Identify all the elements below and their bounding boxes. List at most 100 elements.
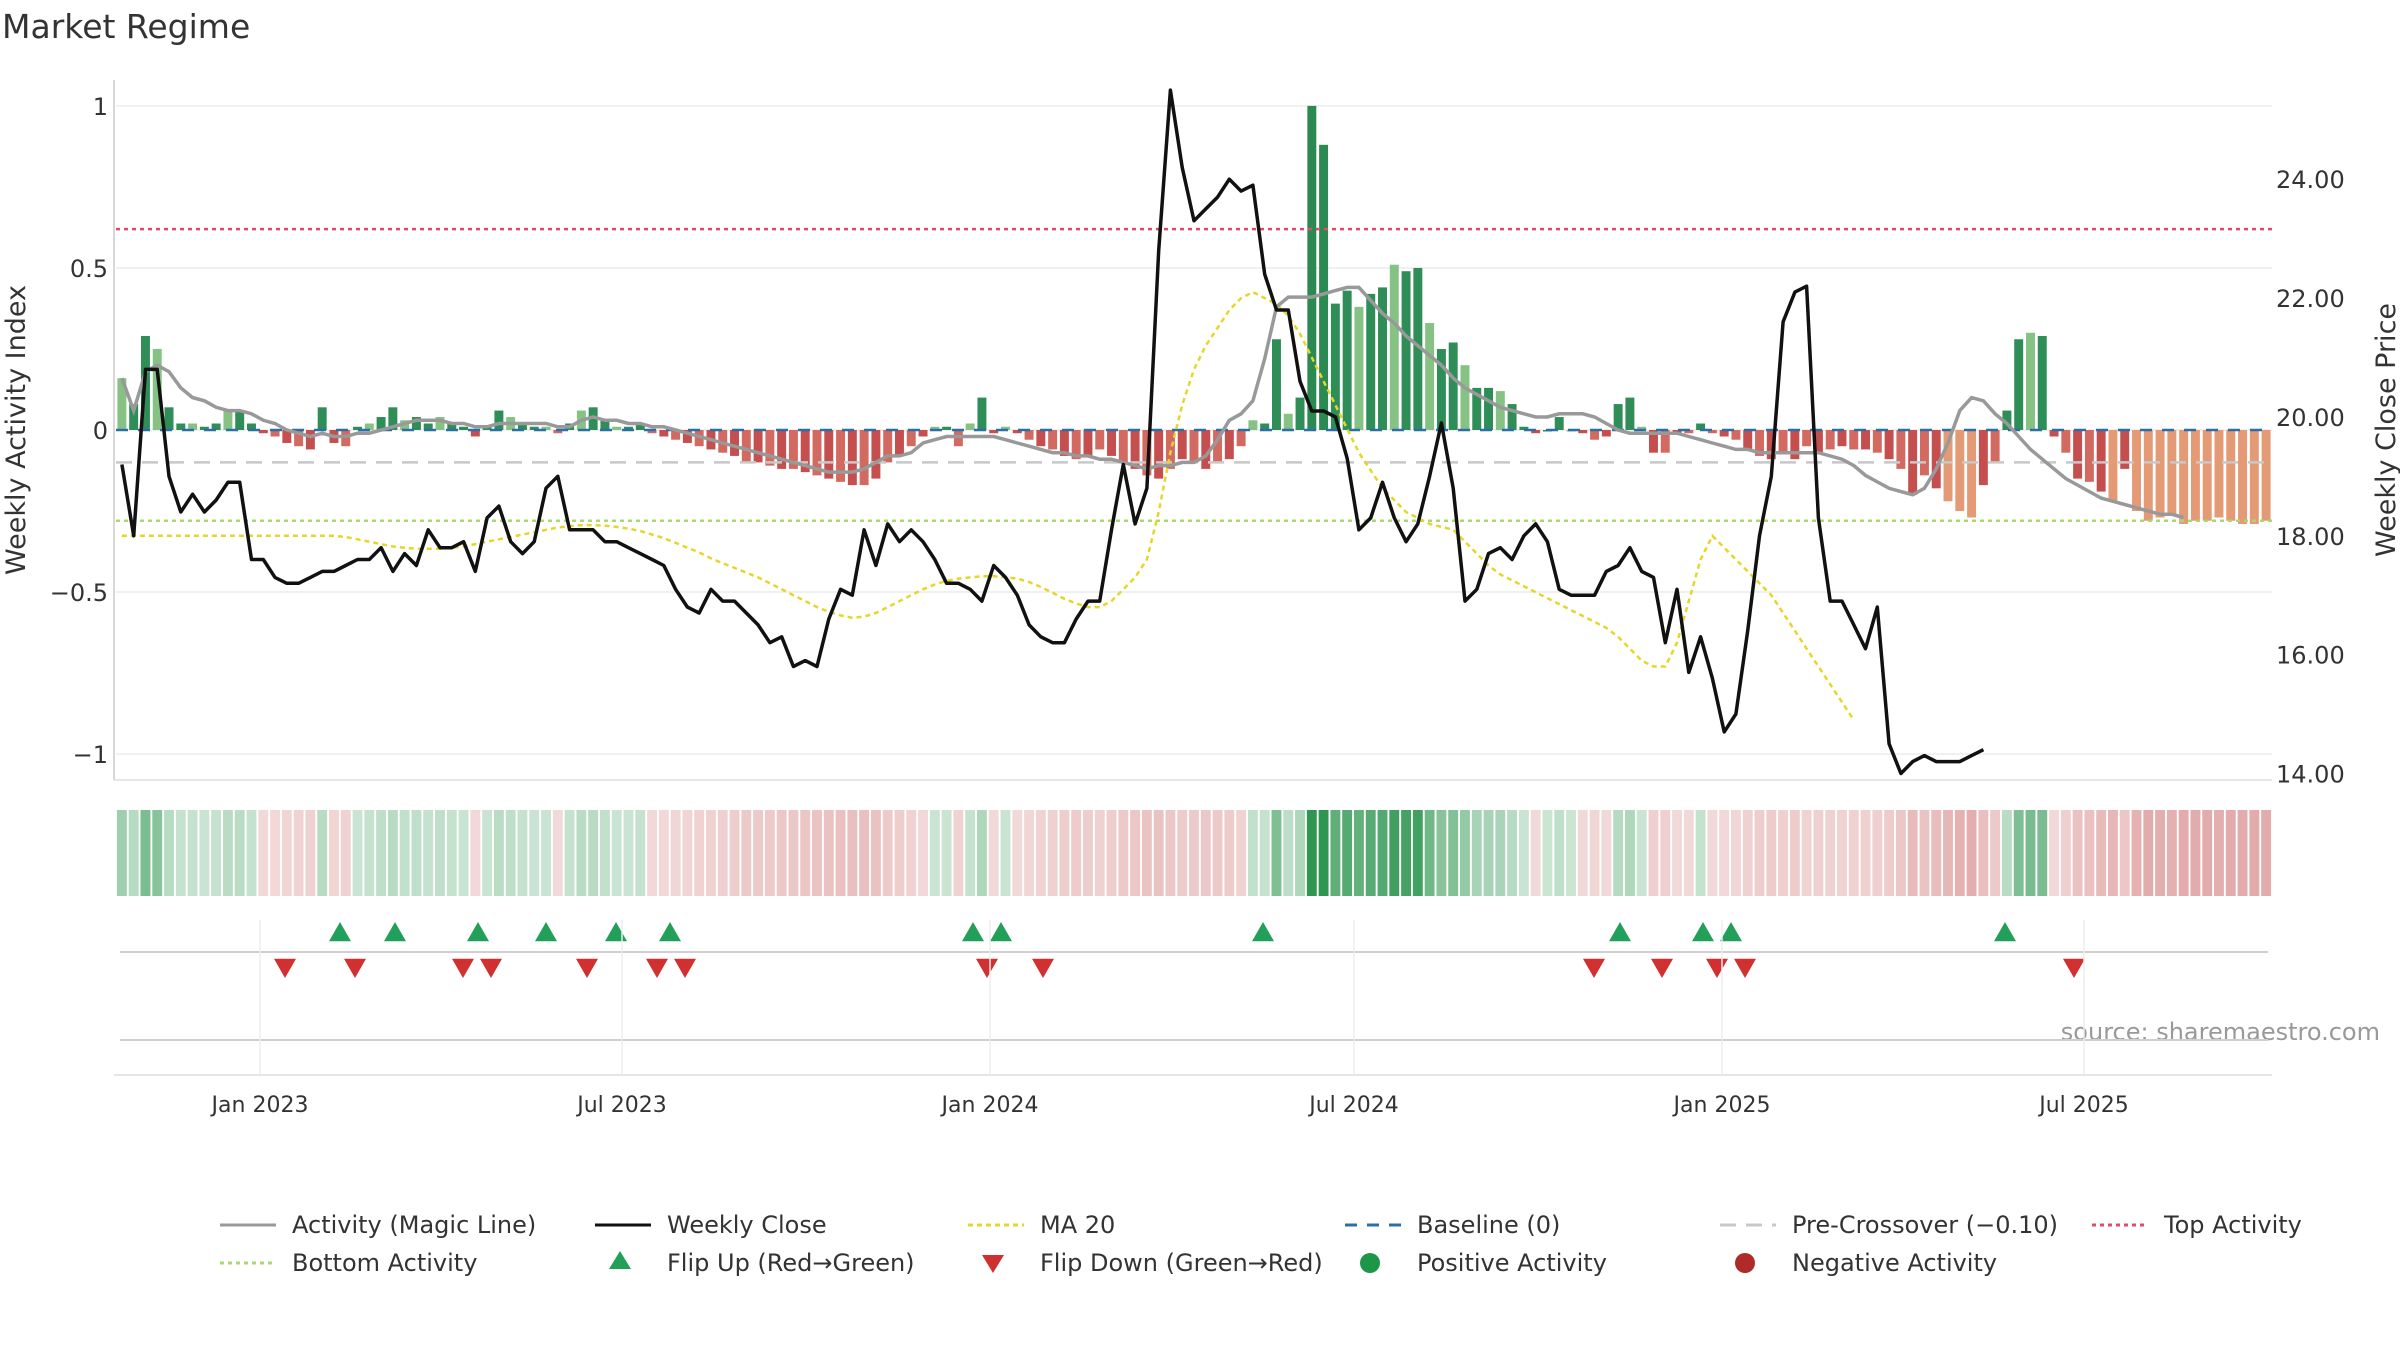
heat-strip-cell (1495, 810, 1506, 896)
activity-bar (1425, 323, 1435, 430)
heat-strip-cell (1530, 810, 1541, 896)
heat-strip-cell (1471, 810, 1482, 896)
activity-bar (517, 423, 527, 430)
legend-label: MA 20 (1040, 1211, 1115, 1239)
activity-bar (1413, 267, 1423, 430)
heat-strip-cell (706, 810, 716, 896)
activity-bar (164, 407, 174, 430)
activity-bar (2190, 430, 2200, 521)
flip-down-marker (976, 958, 998, 978)
activity-bar (1071, 430, 1081, 460)
heat-strip-cell (211, 810, 222, 896)
heat-strip-cell (317, 810, 328, 896)
heat-strip-cell (1577, 810, 1588, 896)
activity-bar (223, 410, 233, 430)
heat-strip-cell (623, 810, 634, 896)
heat-strip-cell (1177, 810, 1188, 896)
left-tick-label: −0.5 (50, 579, 108, 607)
heat-strip-cell (941, 810, 952, 896)
heat-strip-cell (470, 810, 481, 896)
heat-strip-cell (1730, 810, 1741, 896)
activity-bar (353, 426, 362, 430)
flip-down-marker (1706, 958, 1728, 978)
activity-bar (1271, 339, 1281, 430)
activity-bar (1130, 430, 1140, 469)
activity-bar (2238, 430, 2248, 524)
heat-strip-cell (152, 810, 163, 896)
activity-bar (942, 426, 952, 430)
heat-strip-cell (835, 810, 846, 896)
activity-bar (2214, 430, 2224, 518)
heat-strip-cell (1165, 810, 1176, 896)
activity-bar (1601, 430, 1611, 437)
activity-bar (282, 430, 292, 443)
activity-bar (494, 410, 504, 430)
heat-strip-cell (270, 810, 280, 896)
activity-bar (1684, 430, 1694, 434)
activity-bar (270, 430, 280, 437)
heat-strip-cell (2001, 810, 2012, 896)
heat-strip-cell (458, 810, 469, 896)
heat-strip-cell (1860, 810, 1871, 896)
flip-down-marker (274, 958, 296, 978)
heat-strip-cell (588, 810, 599, 896)
activity-bar (1755, 430, 1764, 456)
heat-strip-cell (1212, 810, 1223, 896)
activity-bar (1696, 423, 1706, 430)
activity-bar (1389, 264, 1399, 430)
heat-strip-cell (647, 810, 658, 896)
heat-strip-cell (1978, 810, 1989, 896)
flip-up-marker (605, 922, 627, 942)
right-tick-label: 18.00 (2276, 523, 2345, 551)
activity-bar (1024, 430, 1034, 440)
right-tick-label: 22.00 (2276, 285, 2345, 313)
heat-strip-cell (1412, 810, 1423, 896)
heat-strip-cell (658, 810, 669, 896)
heat-strip-cell (1130, 810, 1141, 896)
heat-strip-cell (1035, 810, 1046, 896)
heat-strip-cell (1566, 810, 1576, 896)
heat-strip-cell (859, 810, 870, 896)
heat-strip-cell (1118, 810, 1129, 896)
heat-strip-cell (1141, 810, 1152, 896)
legend-label: Positive Activity (1417, 1249, 1607, 1277)
activity-bar (777, 430, 787, 469)
heat-strip-cell (2225, 810, 2236, 896)
heat-strip-cell (2119, 810, 2130, 896)
heat-strip-cell (376, 810, 387, 896)
heat-strip-cell (140, 810, 151, 896)
heat-strip-cell (976, 810, 987, 896)
legend-item-flipdown: Flip Down (Green→Red) (982, 1249, 1323, 1277)
heat-strip-cell (1589, 810, 1600, 896)
heat-strip-cell (1695, 810, 1706, 896)
activity-bar (1778, 430, 1788, 453)
heat-strip-cell (199, 810, 210, 896)
heat-strip-cell (1047, 810, 1058, 896)
legend-item-close: Weekly Close (595, 1211, 827, 1239)
heat-strip-cell (2084, 810, 2095, 896)
heat-strip-cell (812, 810, 822, 896)
heat-strip-cell (187, 810, 198, 896)
heat-strip-cell (2072, 810, 2083, 896)
activity-bar (753, 430, 763, 463)
heat-strip-cell (1789, 810, 1800, 896)
heat-strip-cell (1660, 810, 1671, 896)
heat-strip-cell (1672, 810, 1682, 896)
heat-strip-cell (800, 810, 811, 896)
left-tick-label: 0 (93, 417, 108, 445)
ma20-line (121, 290, 1855, 721)
activity-bar (2061, 430, 2071, 453)
flip-down-marker (344, 958, 366, 978)
activity-bar (730, 430, 740, 456)
heat-strip-cell (234, 810, 245, 896)
heat-strip-cell (564, 810, 575, 896)
activity-bar (1366, 293, 1376, 430)
heat-strip-cell (1507, 810, 1518, 896)
heat-strip-cell (1801, 810, 1812, 896)
activity-bar (1625, 397, 1635, 430)
heat-strip-cell (1306, 810, 1317, 896)
chart-title: Market Regime (2, 7, 250, 46)
heat-strip-cell (305, 810, 316, 896)
activity-bar (1189, 430, 1199, 463)
heat-strip-cell (599, 810, 610, 896)
